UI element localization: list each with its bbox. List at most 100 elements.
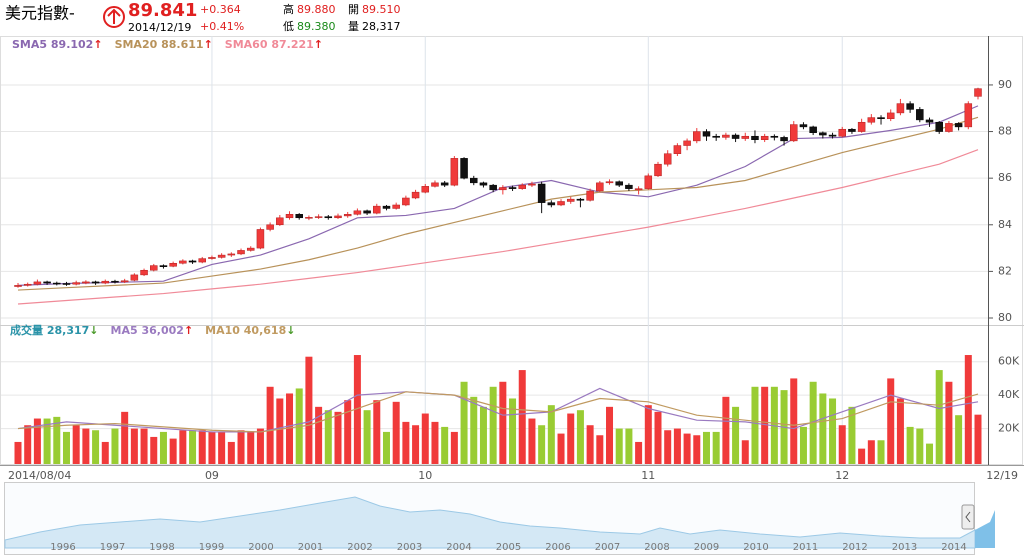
candle-body bbox=[43, 281, 51, 284]
x-tick-label: 12/19 bbox=[986, 469, 1018, 482]
volume-bar bbox=[955, 415, 963, 464]
candle-body bbox=[33, 281, 42, 285]
legend-arrow: ↑ bbox=[184, 324, 193, 337]
navigator-year: 2010 bbox=[743, 542, 768, 553]
volume-bar bbox=[392, 401, 400, 464]
candle-body bbox=[838, 128, 846, 137]
volume: 28,317 bbox=[362, 20, 401, 33]
volume-bar bbox=[877, 440, 885, 464]
x-tick-label: 09 bbox=[205, 469, 219, 482]
candle-body bbox=[53, 282, 61, 285]
navigator-year: 1999 bbox=[199, 542, 224, 553]
candle-body bbox=[576, 198, 585, 201]
legend-entry: SMA5 89.102↑ bbox=[12, 38, 103, 51]
sma-line bbox=[17, 116, 979, 291]
x-tick-label: 12 bbox=[835, 469, 849, 482]
volume-bar bbox=[470, 396, 478, 464]
volume-bar bbox=[53, 416, 61, 464]
x-tick-label: 11 bbox=[641, 469, 655, 482]
candle-body bbox=[518, 184, 526, 189]
volume-bar bbox=[790, 378, 798, 464]
volume-bar bbox=[150, 436, 158, 464]
legend-name: MA10 bbox=[205, 324, 240, 337]
open: 89.510 bbox=[362, 3, 401, 16]
navigator-year: 2003 bbox=[397, 542, 422, 553]
volume-bar bbox=[305, 356, 313, 464]
candle-body bbox=[392, 204, 400, 209]
candle-body bbox=[343, 214, 352, 217]
candle-body bbox=[217, 254, 226, 258]
candle-body bbox=[237, 250, 245, 255]
candle-body bbox=[188, 260, 197, 263]
candle-body bbox=[596, 182, 604, 192]
y-tick-label: 90 bbox=[998, 78, 1012, 91]
candle-body bbox=[111, 280, 119, 283]
candle-body bbox=[974, 88, 982, 97]
volume-bar bbox=[896, 398, 904, 464]
legend-arrow: ↑ bbox=[93, 38, 102, 51]
handle-arrow bbox=[965, 511, 971, 523]
navigator-year: 1997 bbox=[100, 542, 125, 553]
candle-body bbox=[857, 121, 866, 132]
candle-body bbox=[460, 158, 468, 179]
volume-bar bbox=[140, 428, 148, 464]
navigator-year: 2001 bbox=[298, 542, 323, 553]
candle-body bbox=[848, 128, 856, 132]
candle-body bbox=[159, 265, 168, 267]
volume-bar bbox=[799, 426, 807, 464]
candle-body bbox=[945, 123, 953, 132]
volume-bar bbox=[858, 448, 866, 464]
legend-entry: SMA60 87.221↑ bbox=[225, 38, 323, 51]
volume-bar bbox=[693, 435, 701, 464]
candle-body bbox=[334, 215, 342, 219]
candle-body bbox=[916, 109, 924, 121]
legend-value: 89.102 bbox=[51, 38, 93, 51]
volume-bar bbox=[664, 430, 672, 464]
volume-bar bbox=[121, 411, 129, 464]
candle-body bbox=[14, 285, 22, 287]
volume-bar bbox=[334, 411, 342, 464]
candle-body bbox=[906, 103, 914, 110]
instrument: 美元指數- bbox=[5, 4, 75, 23]
candle-body bbox=[896, 103, 905, 114]
up-arrow bbox=[107, 8, 121, 24]
panel-frame bbox=[0, 36, 1023, 465]
candle-body bbox=[625, 184, 633, 189]
navigator-selection bbox=[975, 510, 995, 548]
volume-bar bbox=[179, 430, 187, 464]
legend-name: SMA5 bbox=[12, 38, 47, 51]
legend-name: 成交量 bbox=[10, 323, 43, 337]
navigator-handle[interactable] bbox=[961, 504, 975, 530]
candle-body bbox=[809, 126, 817, 133]
candle-body bbox=[150, 265, 158, 271]
legend-value: 28,317 bbox=[47, 324, 89, 337]
volume-bar bbox=[702, 431, 710, 464]
change-pct: +0.41% bbox=[200, 20, 244, 33]
candle-body bbox=[120, 280, 129, 283]
candle-body bbox=[276, 217, 284, 226]
y-tick-label: 82 bbox=[998, 264, 1012, 277]
volume-bar bbox=[596, 435, 604, 464]
candle-body bbox=[605, 181, 614, 184]
candle-body bbox=[693, 131, 701, 142]
volume-bar bbox=[974, 414, 982, 464]
volume-bar bbox=[82, 428, 90, 464]
volume-bar bbox=[247, 431, 255, 464]
volume-bar bbox=[315, 406, 323, 464]
volume-bar bbox=[92, 430, 100, 464]
candle-body bbox=[790, 124, 798, 142]
sma-line bbox=[17, 149, 979, 305]
candle-body bbox=[702, 131, 711, 137]
candle-body bbox=[508, 187, 517, 189]
legend-arrow: ↑ bbox=[314, 38, 323, 51]
navigator-year: 2005 bbox=[496, 542, 521, 553]
volume-bar bbox=[266, 386, 274, 464]
candle-body bbox=[285, 214, 294, 219]
candle-body bbox=[140, 269, 148, 276]
legend-name: SMA60 bbox=[225, 38, 268, 51]
volume-tick-label: 20K bbox=[998, 422, 1020, 435]
volume-tick-label: 60K bbox=[998, 355, 1020, 368]
candle-body bbox=[537, 183, 546, 203]
candle-body bbox=[479, 182, 488, 186]
volume-bar bbox=[586, 425, 594, 464]
